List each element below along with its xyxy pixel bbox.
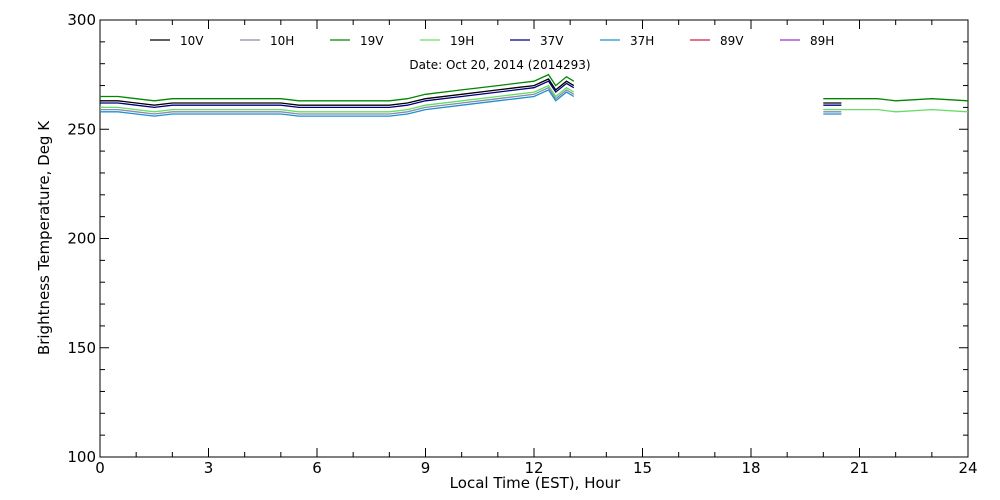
legend: 10V 10H 19V 19H 37V 37H 89V 89H [150,34,834,48]
series-line-10v [100,78,575,106]
series-line-19h [823,108,969,113]
legend-label-19v: 19V [360,34,384,48]
tick-labels: 0 3 6 9 12 15 18 21 24 100 150 200 250 300 [67,11,977,477]
y-tick-label: 150 [67,339,96,357]
legend-label-89v: 89V [720,34,744,48]
series-line-10h [100,86,575,115]
x-tick-label: 24 [958,459,977,477]
y-axis-label: Brightness Temperature, Deg K [35,120,53,355]
series-line-19v [100,73,575,102]
date-subtitle: Date: Oct 20, 2014 (2014293) [409,58,590,72]
x-tick-label: 15 [633,459,652,477]
y-tick-label: 250 [67,120,96,138]
legend-label-10v: 10V [180,34,204,48]
x-tick-label: 3 [204,459,214,477]
legend-label-37v: 37V [540,34,564,48]
x-tick-label: 0 [95,459,105,477]
legend-label-37h: 37H [630,34,654,48]
x-tick-label: 12 [524,459,543,477]
series-line-37v [100,80,575,109]
series-lines [100,73,969,117]
x-tick-label: 21 [850,459,869,477]
x-tick-label: 18 [741,459,760,477]
x-tick-label: 6 [312,459,322,477]
series-line-37h [100,89,575,117]
legend-label-89h: 89H [810,34,834,48]
y-tick-label: 200 [67,230,96,248]
series-line-19h [100,84,575,113]
y-tick-label: 300 [67,11,96,29]
y-tick-label: 100 [67,448,96,466]
x-tick-label: 9 [421,459,431,477]
legend-label-10h: 10H [270,34,294,48]
legend-label-19h: 19H [450,34,474,48]
series-line-19v [823,98,969,102]
x-axis-label: Local Time (EST), Hour [450,474,621,492]
